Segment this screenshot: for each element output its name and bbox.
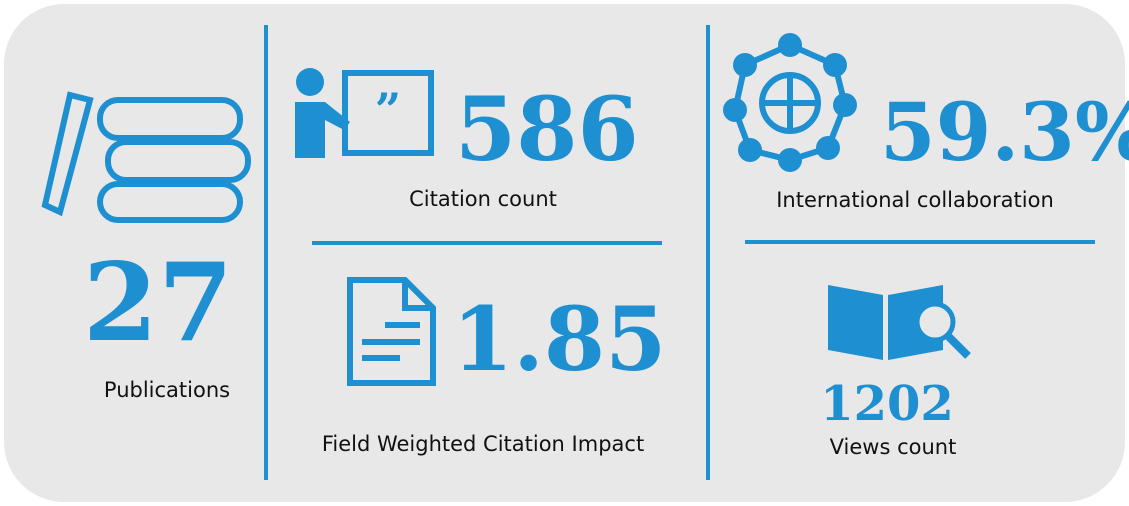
fwci-icon [347, 277, 436, 386]
svg-text:”: ” [375, 83, 401, 137]
metric-value: 27 [83, 240, 233, 366]
metric-value: 59.3% [880, 85, 1129, 179]
citation-icon: ” [295, 68, 434, 158]
metric-label: Publications [104, 378, 230, 402]
metric-value: 1202 [820, 376, 954, 432]
metric-label: Citation count [409, 187, 557, 211]
metric-label: International collaboration [776, 188, 1054, 212]
metric-label: Views count [830, 435, 957, 459]
metric-label: Field Weighted Citation Impact [322, 432, 644, 456]
books-icon [41, 91, 251, 223]
views-icon [828, 285, 971, 360]
metric-value: 1.85 [452, 287, 666, 391]
collaboration-icon [723, 33, 857, 172]
panel [4, 4, 1125, 502]
metric-value: 586 [455, 77, 639, 181]
